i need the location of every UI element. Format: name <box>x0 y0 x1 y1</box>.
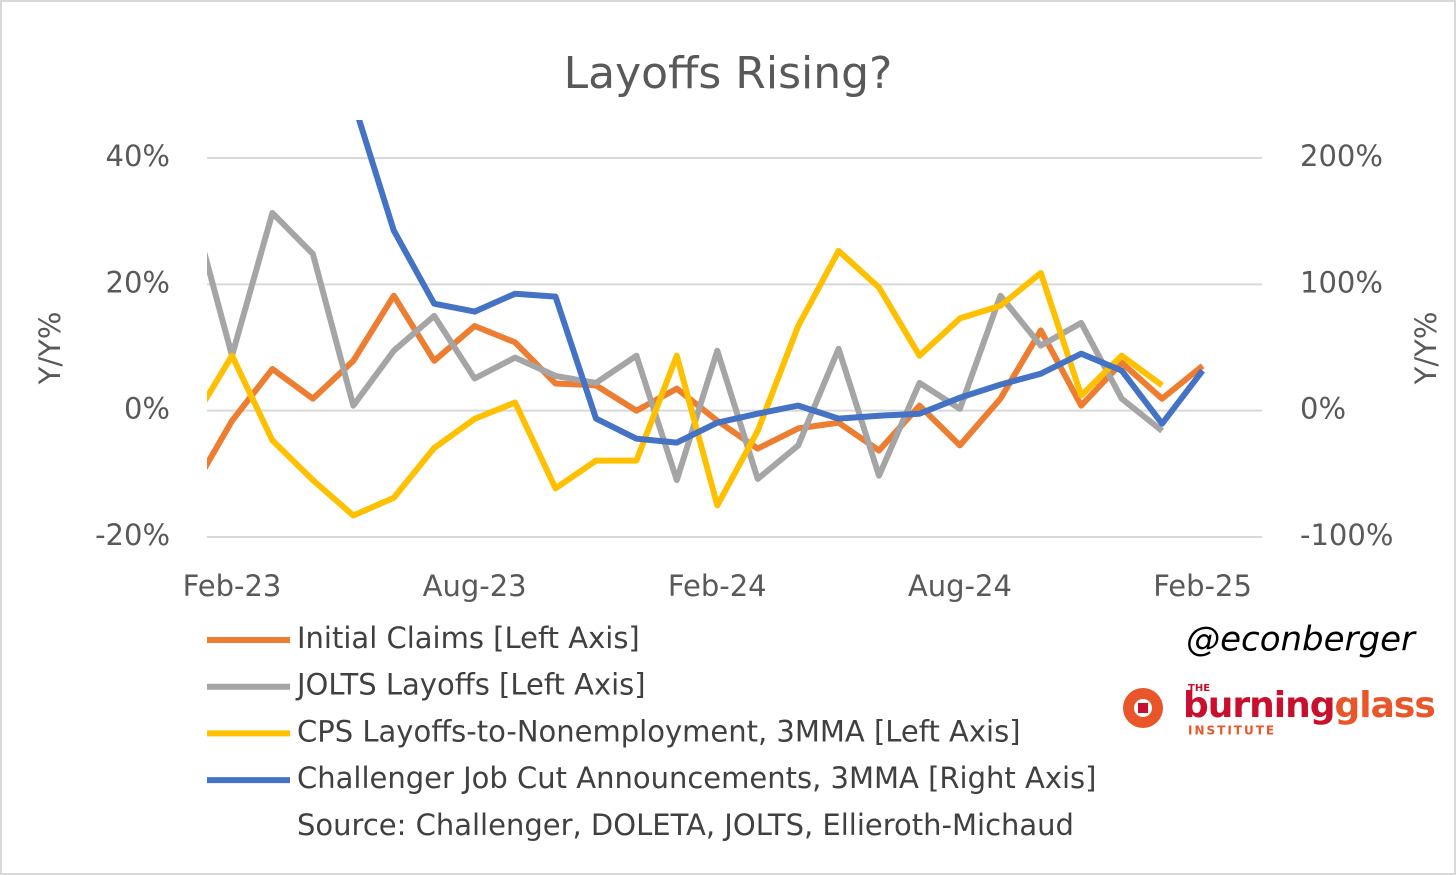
logo-bottom: INSTITUTE <box>1188 724 1276 738</box>
legend-label: CPS Layoffs-to-Nonemployment, 3MMA [Left… <box>297 714 1021 748</box>
y-tick-label: -20% <box>95 518 170 552</box>
logo-brand: burningglass <box>1183 685 1435 726</box>
y-axis-label: Y/Y% <box>33 312 67 386</box>
legend-label: JOLTS Layoffs [Left Axis] <box>295 668 646 702</box>
x-tick-label: Feb-24 <box>668 569 767 603</box>
source-note: Source: Challenger, DOLETA, JOLTS, Ellie… <box>297 808 1074 842</box>
series-line <box>356 120 1205 446</box>
y2-axis-label: Y/Y% <box>1409 312 1443 386</box>
y2-tick-label: 200% <box>1300 139 1383 173</box>
chart-title: Layoffs Rising? <box>564 48 893 99</box>
y2-tick-label: 100% <box>1300 265 1383 299</box>
x-tick-label: Aug-24 <box>908 569 1012 603</box>
y-tick-label: 40% <box>106 139 170 173</box>
legend-label: Initial Claims [Left Axis] <box>297 621 640 655</box>
y-tick-label: 20% <box>106 265 170 299</box>
legend-label: Challenger Job Cut Announcements, 3MMA [… <box>297 761 1096 795</box>
logo: THE burningglass INSTITUTE <box>1123 683 1436 738</box>
series-line <box>207 247 1164 519</box>
plot-area <box>207 120 1205 519</box>
watermark: @econberger <box>1186 620 1417 660</box>
y2-tick-label: 0% <box>1300 392 1346 426</box>
logo-top: THE <box>1188 683 1210 694</box>
x-tick-label: Aug-23 <box>423 569 527 603</box>
series-line <box>207 210 1164 484</box>
y-tick-label: 0% <box>124 392 170 426</box>
x-tick-label: Feb-25 <box>1153 569 1252 603</box>
logo-brand-1: burning <box>1183 685 1335 726</box>
y2-tick-label: -100% <box>1300 518 1393 552</box>
x-tick-label: Feb-23 <box>183 569 282 603</box>
logo-icon-core <box>1138 703 1148 713</box>
logo-brand-2: glass <box>1335 685 1435 726</box>
